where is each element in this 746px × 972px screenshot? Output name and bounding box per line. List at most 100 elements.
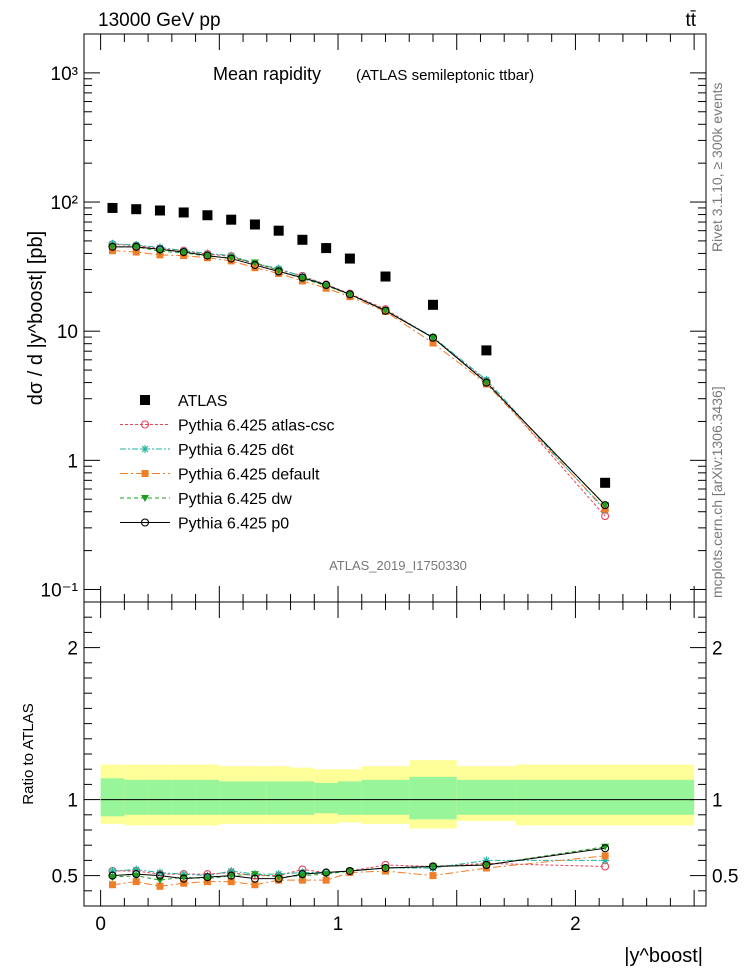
- ratio-point: [227, 878, 235, 886]
- ratio-point: [227, 872, 236, 880]
- ratio-point: [298, 870, 307, 879]
- main-point: [155, 248, 164, 256]
- main-point: [274, 267, 283, 275]
- ratio-point: [156, 882, 164, 890]
- ratio-point: [429, 872, 437, 880]
- main-point: [429, 339, 437, 347]
- main-point: [274, 267, 283, 276]
- ratio-point: [428, 862, 438, 871]
- legend-label: Pythia 6.425 default: [178, 467, 320, 484]
- ratio-point: [203, 875, 212, 883]
- main-y-tick-label: 10: [57, 322, 78, 343]
- main-y-axis-label: dσ / d |y^boost| [pb]: [25, 231, 47, 405]
- legend-marker: [141, 445, 149, 453]
- ratio-y-axis-label: Ratio to ATLAS: [20, 703, 37, 804]
- ratio-point: [108, 871, 117, 880]
- main-point: [298, 275, 307, 283]
- main-series-line: [112, 250, 606, 510]
- ratio-point: [203, 871, 212, 880]
- ratio-stat-band: [338, 781, 362, 815]
- ratio-point: [274, 874, 283, 883]
- ratio-point: [482, 860, 491, 870]
- main-point: [202, 210, 213, 221]
- ratio-stat-band: [290, 781, 315, 815]
- legend-label: Pythia 6.425 dw: [178, 491, 292, 508]
- main-point: [227, 254, 236, 263]
- ratio-point: [250, 871, 259, 879]
- main-point: [321, 243, 332, 254]
- main-point: [600, 477, 611, 488]
- ratio-point: [155, 871, 165, 880]
- ratio-point: [322, 868, 331, 877]
- ratio-point: [345, 868, 354, 876]
- main-point: [298, 273, 307, 282]
- ratio-y-tick-label-right: 0.5: [712, 867, 738, 888]
- ratio-point: [298, 876, 306, 884]
- main-axes: 10⁻¹ 1 10 10² 10³: [41, 33, 706, 602]
- main-point: [178, 207, 189, 218]
- main-point: [179, 249, 188, 257]
- ratio-y-tick-label-right: 2: [712, 639, 723, 660]
- ratio-point: [322, 876, 330, 884]
- ratio-y-tick-label: 2: [67, 639, 78, 660]
- main-y-tick-label: 10²: [51, 193, 78, 214]
- ratio-point: [180, 879, 188, 887]
- ratio-stat-band: [148, 779, 172, 815]
- main-y-tick-label: 1: [67, 451, 78, 472]
- main-point: [108, 242, 117, 251]
- ratio-point: [274, 870, 283, 879]
- chart-title: Mean rapidity: [213, 64, 321, 84]
- rivet-label: Rivet 3.1.10, ≥ 300k events: [709, 82, 725, 252]
- ratio-stat-band: [409, 776, 457, 820]
- ratio-point: [601, 852, 609, 860]
- legend-label: ATLAS: [178, 393, 228, 410]
- main-point: [107, 202, 118, 213]
- ratio-stat-band: [100, 778, 125, 817]
- main-point: [132, 243, 141, 251]
- main-point: [601, 502, 610, 510]
- main-point: [344, 253, 355, 264]
- x-axis-label: |y^boost|: [624, 945, 703, 967]
- ratio-stat-band: [456, 779, 517, 815]
- ratio-series: [108, 843, 610, 890]
- legend-marker: [141, 470, 149, 477]
- main-point: [132, 248, 140, 256]
- main-y-tick-label: 10³: [51, 64, 78, 85]
- ratio-stat-band: [219, 781, 244, 815]
- ratio-stat-band: [314, 782, 339, 814]
- chart-subtitle: (ATLAS semileptonic ttbar): [356, 67, 534, 84]
- main-point: [381, 307, 390, 315]
- main-point: [297, 234, 308, 245]
- main-point: [131, 204, 142, 215]
- ratio-point: [179, 870, 188, 879]
- ratio-point: [132, 865, 141, 874]
- ratio-point: [250, 874, 259, 883]
- ratio-point: [203, 873, 212, 882]
- ratio-y-tick-label-right: 1: [712, 791, 723, 812]
- x-tick-label: 0: [95, 914, 106, 935]
- process-label: tt̄: [685, 10, 696, 31]
- main-point: [108, 243, 117, 251]
- ratio-point: [381, 863, 390, 873]
- legend: ATLAS Pythia 6.425 atlas-csc Pythia 6.425 …: [120, 393, 335, 533]
- main-point: [203, 253, 212, 261]
- ratio-frame: [83, 601, 707, 907]
- main-panel: 10⁻¹ 1 10 10² 10³ Mean rapidity (ATLAS semil…: [25, 33, 707, 603]
- main-point: [381, 306, 390, 315]
- main-point: [273, 225, 284, 236]
- main-point: [203, 251, 212, 260]
- main-point: [482, 379, 491, 387]
- ratio-point: [381, 865, 390, 872]
- ratio-y-tick-label: 1: [67, 791, 78, 812]
- ratio-point: [322, 871, 331, 879]
- ratio-stat-band: [243, 781, 267, 815]
- main-point: [322, 280, 331, 290]
- main-point: [601, 501, 610, 510]
- main-point: [227, 254, 236, 262]
- ratio-point: [108, 867, 117, 876]
- main-point: [428, 333, 438, 342]
- ratio-point: [345, 866, 354, 876]
- main-point: [428, 334, 437, 342]
- ratio-point: [298, 872, 307, 880]
- main-point: [345, 290, 354, 299]
